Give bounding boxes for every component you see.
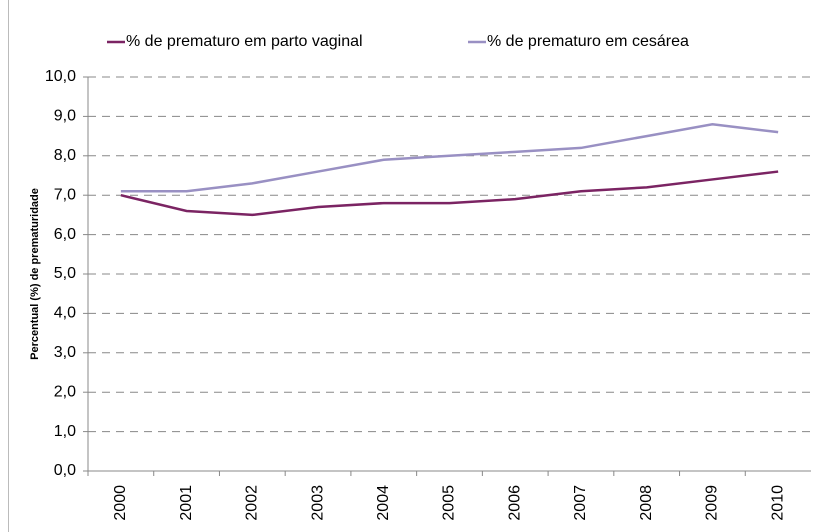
y-tick-label: 0,0 — [54, 462, 76, 479]
y-tick-label: 7,0 — [54, 186, 76, 203]
x-tick-label: 2006 — [506, 485, 523, 521]
x-tick-label: 2007 — [572, 485, 589, 521]
x-tick-label: 2000 — [112, 485, 129, 521]
y-tick-label: 10,0 — [45, 68, 76, 85]
legend-label: % de prematuro em parto vaginal — [126, 33, 363, 50]
y-tick-label: 1,0 — [54, 423, 76, 440]
x-tick-label: 2008 — [638, 485, 655, 521]
x-tick-label: 2001 — [178, 485, 195, 521]
x-tick-label: 2004 — [375, 485, 392, 521]
y-tick-label: 5,0 — [54, 265, 76, 282]
y-tick-label: 4,0 — [54, 305, 76, 322]
y-tick-label: 8,0 — [54, 147, 76, 164]
y-tick-label: 9,0 — [54, 108, 76, 125]
y-tick-label: 2,0 — [54, 383, 76, 400]
series-line — [120, 170, 779, 217]
x-tick-label: 2003 — [309, 485, 326, 521]
legend-label: % de prematuro em cesárea — [487, 33, 689, 50]
x-tick-label: 2002 — [244, 485, 261, 521]
x-tick-label: 2005 — [441, 485, 458, 521]
y-tick-label: 6,0 — [54, 226, 76, 243]
x-tick-label: 2010 — [769, 485, 786, 521]
series-line — [120, 123, 779, 193]
y-axis-title: Percentual (%) de prematuridade — [29, 188, 41, 360]
y-tick-label: 3,0 — [54, 344, 76, 361]
x-tick-label: 2009 — [704, 485, 721, 521]
